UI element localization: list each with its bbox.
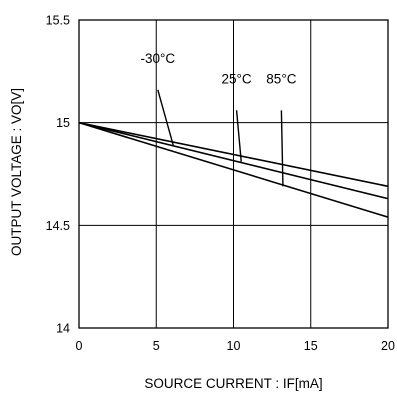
x-tick-label: 15 bbox=[304, 339, 318, 353]
y-tick-labels: 14 14.5 15 15.5 bbox=[46, 14, 70, 336]
x-tick-label: 20 bbox=[381, 339, 395, 353]
y-tick-label: 15.5 bbox=[46, 14, 70, 28]
x-axis-label: SOURCE CURRENT : IF[mA] bbox=[144, 376, 322, 391]
series-lines bbox=[78, 121, 389, 218]
x-tick-label: 10 bbox=[227, 339, 241, 353]
series-line-2 bbox=[78, 121, 389, 218]
y-axis-label: OUTPUT VOLTAGE : VO[V] bbox=[9, 88, 24, 256]
y-tick-label: 14.5 bbox=[46, 219, 70, 233]
annotation-leader-0 bbox=[157, 89, 174, 146]
y-tick-label: 15 bbox=[56, 116, 70, 130]
series-label-2: 85°C bbox=[266, 72, 296, 87]
annotation-leader-2 bbox=[280, 110, 284, 187]
series-label-1: 25°C bbox=[222, 72, 252, 87]
series-label-0: -30°C bbox=[140, 51, 175, 66]
plot-frame bbox=[78, 19, 389, 329]
x-tick-label: 5 bbox=[153, 339, 160, 353]
y-tick-label: 14 bbox=[56, 322, 70, 336]
annotation-leader-1 bbox=[235, 110, 242, 162]
x-tick-labels: 0 5 10 15 20 bbox=[76, 339, 395, 353]
grid-lines bbox=[79, 20, 388, 328]
series-annotations: -30°C 25°C 85°C bbox=[140, 51, 297, 187]
series-line-1 bbox=[78, 121, 389, 200]
x-tick-label: 0 bbox=[76, 339, 83, 353]
series-line-0 bbox=[78, 121, 389, 188]
